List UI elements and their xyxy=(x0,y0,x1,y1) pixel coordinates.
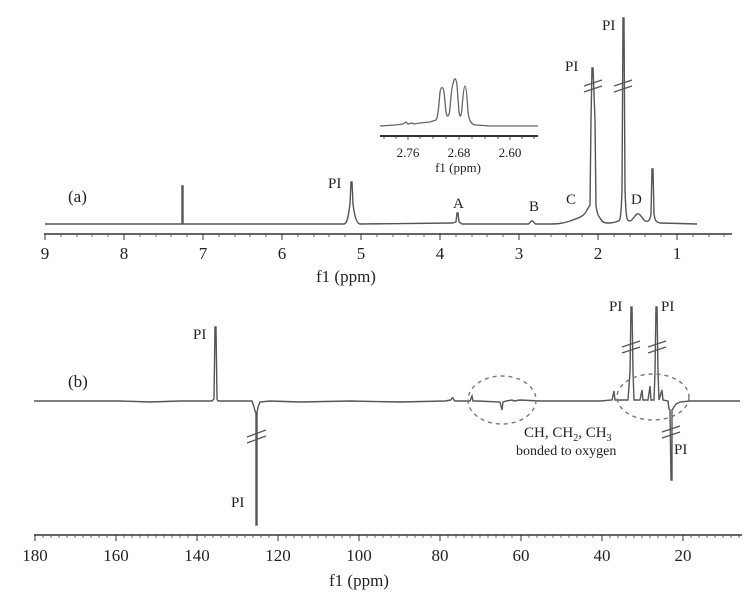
peak-label-pi-5ppm: PI xyxy=(328,176,341,192)
peak-label-a: A xyxy=(453,196,464,212)
peak-label-pi-26ppm: PI xyxy=(661,299,674,315)
inset-x-axis-label: f1 (ppm) xyxy=(435,160,481,175)
tick-label: 9 xyxy=(41,244,50,263)
tick-label: 120 xyxy=(265,546,291,565)
tick-label: 3 xyxy=(515,244,524,263)
tick-label: 5 xyxy=(357,244,366,263)
tick-label: 6 xyxy=(278,244,287,263)
panel-a-x-axis: 9 8 7 6 5 4 3 2 1 f1 (ppm) xyxy=(41,233,732,286)
panel-a-inset: 2.76 2.68 2.60 f1 (ppm) xyxy=(379,78,538,175)
inset-tick-label: 2.68 xyxy=(448,145,471,160)
tick-label: 8 xyxy=(120,244,129,263)
panel-a-x-axis-label: f1 (ppm) xyxy=(316,267,376,286)
annotation-bonded-to-oxygen: bonded to oxygen xyxy=(516,444,616,459)
highlight-ellipse xyxy=(467,373,690,425)
panel-b-x-axis: 180 160 140 120 100 80 60 40 20 f1 (ppm) xyxy=(22,534,742,590)
panel-b-label: (b) xyxy=(68,372,88,391)
panel-b-spectrum-trace xyxy=(34,306,740,526)
peak-label-b: B xyxy=(529,199,539,215)
peak-label-pi-125ppm: PI xyxy=(231,495,244,511)
tick-label: 80 xyxy=(432,546,449,565)
peak-label-pi-2ppm: PI xyxy=(565,59,578,75)
peak-label-pi-17ppm: PI xyxy=(602,18,615,34)
axis-break-icon xyxy=(583,79,633,93)
inset-spectrum-trace xyxy=(379,78,538,127)
tick-label: 180 xyxy=(22,546,48,565)
tick-label: 60 xyxy=(513,546,530,565)
peak-label-d: D xyxy=(631,192,642,208)
axis-break-icon xyxy=(246,340,681,444)
tick-label: 20 xyxy=(675,546,692,565)
peak-label-pi-135ppm: PI xyxy=(193,327,206,343)
annotation-ch-groups: CH, CH2, CH3 xyxy=(524,425,612,444)
inset-tick-label: 2.60 xyxy=(499,145,522,160)
tick-label: 1 xyxy=(673,244,682,263)
tick-label: 140 xyxy=(184,546,210,565)
tick-label: 40 xyxy=(594,546,611,565)
panel-a-spectrum-trace xyxy=(45,17,698,225)
peak-label-c: C xyxy=(566,192,576,208)
tick-label: 4 xyxy=(436,244,445,263)
peak-label-pi-23ppm: PI xyxy=(674,442,687,458)
peak-label-pi-32ppm: PI xyxy=(609,299,622,315)
tick-label: 100 xyxy=(346,546,372,565)
tick-label: 7 xyxy=(199,244,208,263)
tick-label: 160 xyxy=(103,546,129,565)
inset-tick-label: 2.76 xyxy=(397,145,420,160)
panel-a: (a) PI A B C PI PI D xyxy=(41,17,732,286)
panel-a-label: (a) xyxy=(68,187,87,206)
tick-label: 2 xyxy=(594,244,603,263)
panel-b-x-axis-label: f1 (ppm) xyxy=(329,571,389,590)
panel-b: (b) PI PI PI PI PI CH, CH2, CH3 bon xyxy=(22,299,742,590)
